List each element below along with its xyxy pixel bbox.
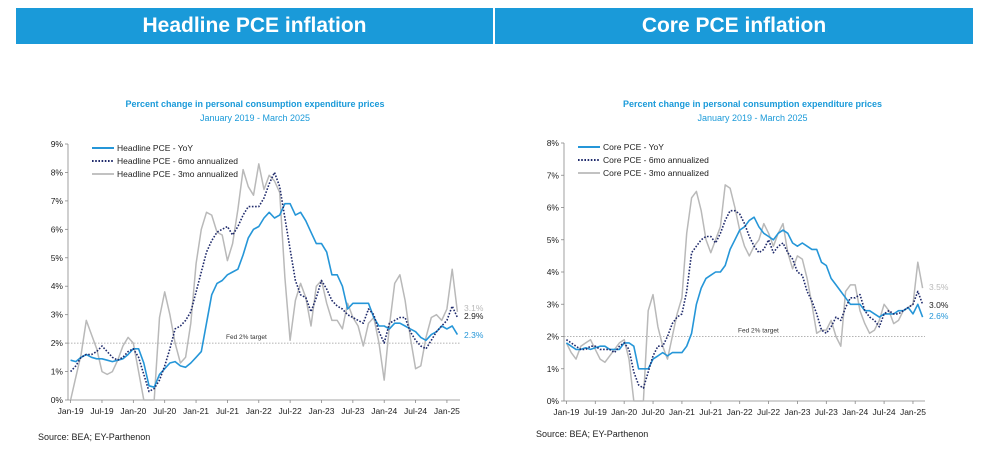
y-tick-label: 5% <box>547 235 560 245</box>
source-note: Source: BEA; EY-Parthenon <box>38 432 151 442</box>
fed-target-label: Fed 2% target <box>738 328 779 335</box>
chart-subtitle: January 2019 - March 2025 <box>697 113 808 123</box>
x-tick-label: Jul-21 <box>699 407 722 417</box>
x-tick-label: Jan-19 <box>553 407 579 417</box>
series-line-3mo <box>565 184 924 402</box>
x-tick-label: Jul-23 <box>815 407 838 417</box>
legend-label: Core PCE - 6mo annualized <box>603 155 709 165</box>
y-tick-label: 8% <box>547 138 560 148</box>
series-line-yoy <box>70 202 459 389</box>
x-tick-label: Jan-24 <box>842 407 868 417</box>
legend-label: Headline PCE - 3mo annualized <box>117 169 238 179</box>
x-tick-label: Jul-23 <box>341 406 364 416</box>
y-tick-label: 7% <box>51 196 64 206</box>
headline-pce-plot: 0% 1% 2% 3% 4% 5% 6% 7% 8% 9% Jan-19 Jul-19 Jan-20 Ju… <box>51 139 484 416</box>
x-tick-label: Jan-23 <box>308 406 334 416</box>
legend-label: Core PCE - 3mo annualized <box>603 168 709 178</box>
x-tick-label: Jul-19 <box>584 407 607 417</box>
x-tick-label: Jul-24 <box>873 407 896 417</box>
y-tick-label: 6% <box>51 224 64 234</box>
core-pce-plot: 0% 1% 2% 3% 4% 5% 6% 7% 8% Jan-19 Jul-19 Jan-20 Jul-… <box>547 138 949 417</box>
x-tick-label: Jan-21 <box>669 407 695 417</box>
x-tick-label: Jan-23 <box>784 407 810 417</box>
x-tick-label: Jan-20 <box>611 407 637 417</box>
x-tick-label: Jan-25 <box>900 407 926 417</box>
legend-label: Headline PCE - 6mo annualized <box>117 156 238 166</box>
y-tick-label: 4% <box>51 281 64 291</box>
core-pce-banner: Core PCE inflation <box>495 8 973 44</box>
series-line-6mo <box>70 171 459 393</box>
y-tick-label: 2% <box>51 338 64 348</box>
series-line-6mo <box>565 209 924 389</box>
series-line-yoy <box>565 216 924 370</box>
x-tick-label: Jan-19 <box>58 406 84 416</box>
y-tick-label: 0% <box>51 395 64 405</box>
legend-label: Headline PCE - YoY <box>117 143 193 153</box>
x-tick-label: Jan-25 <box>434 406 460 416</box>
end-value-label: 3.5% <box>929 282 949 292</box>
x-tick-label: Jul-22 <box>757 407 780 417</box>
y-tick-label: 3% <box>547 299 560 309</box>
end-value-label: 2.6% <box>929 311 949 321</box>
x-tick-label: Jan-21 <box>183 406 209 416</box>
x-tick-label: Jul-19 <box>90 406 113 416</box>
legend-label: Core PCE - YoY <box>603 142 664 152</box>
chart-subtitle: January 2019 - March 2025 <box>199 113 311 123</box>
y-tick-label: 1% <box>51 367 64 377</box>
y-tick-label: 7% <box>547 170 560 180</box>
end-value-label: 3.0% <box>929 300 949 310</box>
y-tick-label: 3% <box>51 310 64 320</box>
source-note: Source: BEA; EY-Parthenon <box>536 429 649 439</box>
y-tick-label: 1% <box>547 364 560 374</box>
fed-target-label: Fed 2% target <box>226 334 267 341</box>
y-tick-label: 5% <box>51 253 64 263</box>
y-tick-label: 9% <box>51 139 64 149</box>
x-tick-label: Jul-22 <box>279 406 302 416</box>
x-tick-label: Jul-20 <box>641 407 664 417</box>
x-tick-label: Jan-24 <box>371 406 397 416</box>
x-tick-label: Jul-24 <box>404 406 427 416</box>
series-line-3mo <box>69 163 459 401</box>
end-value-label: 2.9% <box>464 311 484 321</box>
x-tick-label: Jan-20 <box>120 406 146 416</box>
x-tick-label: Jul-20 <box>153 406 176 416</box>
chart-title: Percent change in personal consumption e… <box>622 99 883 109</box>
end-value-label: 2.3% <box>464 330 484 340</box>
chart-title: Percent change in personal consumption e… <box>125 99 385 109</box>
x-tick-label: Jan-22 <box>246 406 272 416</box>
y-tick-label: 4% <box>547 267 560 277</box>
end-value-label: 3.1% <box>464 303 484 313</box>
x-tick-label: Jul-21 <box>216 406 239 416</box>
core-pce-chart: Percent change in personal consumption e… <box>520 95 985 425</box>
y-tick-label: 2% <box>547 332 560 342</box>
y-tick-label: 8% <box>51 167 64 177</box>
y-tick-label: 6% <box>547 203 560 213</box>
x-tick-label: Jan-22 <box>727 407 753 417</box>
headline-pce-chart: Percent change in personal consumption e… <box>20 95 490 425</box>
headline-pce-banner: Headline PCE inflation <box>16 8 493 44</box>
y-tick-label: 0% <box>547 396 560 406</box>
